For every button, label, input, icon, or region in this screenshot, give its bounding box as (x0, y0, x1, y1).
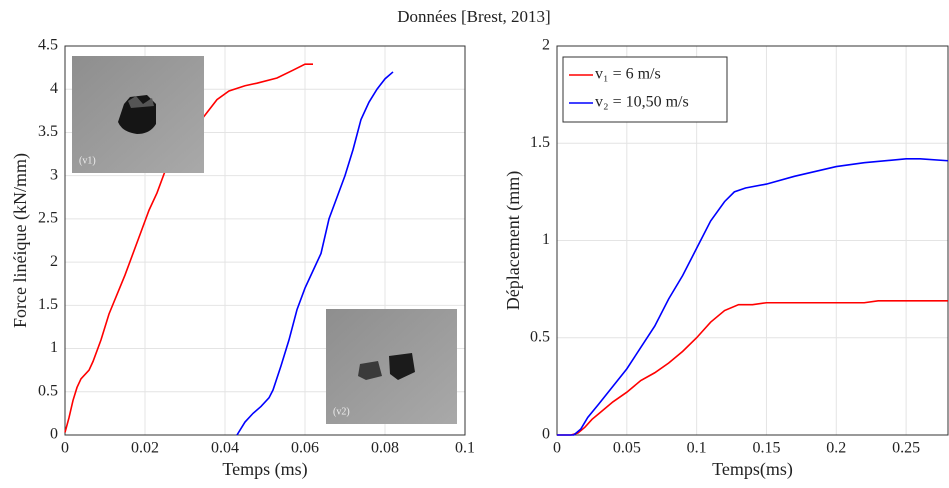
inset-photo-v1: (v1) (72, 56, 204, 173)
x-tick-label: 0 (61, 440, 69, 457)
legend-label: v₂ = 10,50 m/s (595, 94, 689, 111)
x-tick-label: 0.06 (291, 440, 319, 457)
y-tick-label: 0.5 (530, 328, 550, 345)
x-tick-label: 0.05 (613, 440, 641, 457)
data-line (557, 299, 948, 436)
y-axis-label: Force linéique (kN/mm) (10, 153, 31, 328)
y-tick-label: 0 (50, 426, 58, 443)
data-line (236, 71, 394, 436)
y-tick-label: 1.5 (530, 134, 550, 151)
y-tick-label: 1 (542, 231, 550, 248)
data-line (557, 158, 949, 436)
y-tick-label: 3 (50, 166, 58, 183)
y-tick-label: 4.5 (38, 37, 58, 54)
x-tick-label: 0.02 (131, 440, 159, 457)
data-line (64, 63, 313, 433)
y-tick-label: 2 (50, 253, 58, 270)
x-tick-label: 0.15 (752, 440, 780, 457)
inset-label: (v2) (333, 406, 350, 417)
y-tick-label: 0.5 (38, 382, 58, 399)
figure-title: Données [Brest, 2013] (397, 7, 550, 26)
legend: v₁ = 6 m/s v₂ = 10,50 m/s (562, 56, 728, 123)
y-tick-label: 2 (542, 37, 550, 54)
inset-label: (v1) (79, 155, 96, 166)
legend-label: v₁ = 6 m/s (595, 66, 661, 83)
y-tick-label: 3.5 (38, 123, 58, 140)
x-tick-label: 0.2 (826, 440, 846, 457)
sample-piece (358, 361, 382, 380)
x-tick-label: 0.04 (211, 440, 239, 457)
sample-piece (389, 353, 415, 380)
plot-left: 0 0.5 1 1.5 2 2.5 3 3.5 4 4.5 0 0.02 0.04 0.06 0.08 0.1… (10, 37, 475, 480)
sample-top (128, 96, 154, 108)
plot-frame (556, 45, 949, 436)
y-tick-label: 0 (542, 426, 550, 443)
y-tick-label: 2.5 (38, 210, 58, 227)
plot-frame (64, 45, 466, 436)
x-axis-label: Temps (ms) (222, 459, 307, 480)
x-tick-label: 0.08 (371, 440, 399, 457)
x-tick-label: 0.25 (892, 440, 920, 457)
y-tick-label: 4 (50, 80, 58, 97)
x-axis-label: Temps(ms) (712, 459, 793, 480)
y-tick-label: 1 (50, 339, 58, 356)
x-tick-label: 0.1 (455, 440, 475, 457)
inset-photo-v2: (v2) (326, 309, 457, 424)
x-tick-label: 0.1 (687, 440, 707, 457)
y-axis-label: Déplacement (mm) (503, 171, 524, 310)
legend-box (562, 56, 728, 123)
x-tick-label: 0 (553, 440, 561, 457)
plot-right: 0 0.5 1 1.5 2 0 0.05 0.1 0.15 0.2 0.25 Temps(ms) Dép… (503, 37, 949, 480)
y-tick-label: 1.5 (38, 296, 58, 313)
